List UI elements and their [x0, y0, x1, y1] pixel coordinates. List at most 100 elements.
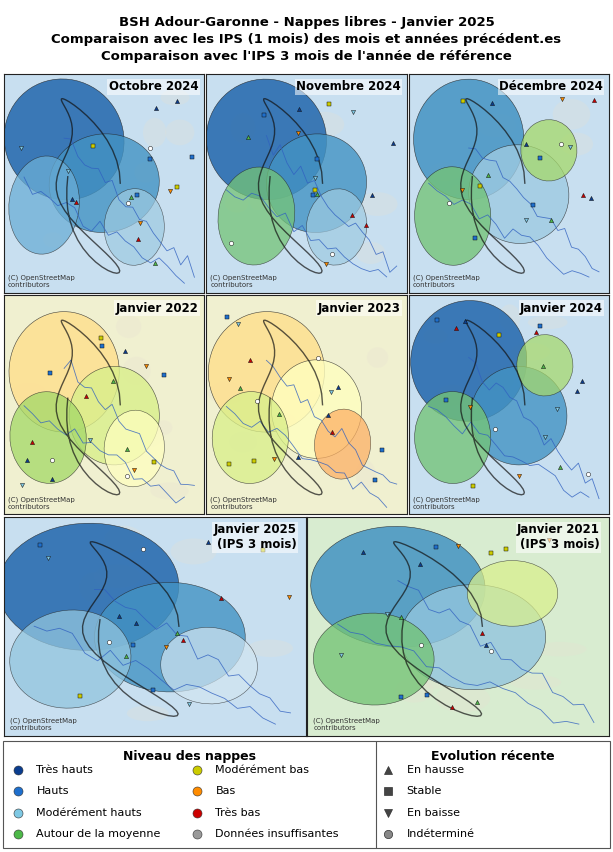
Ellipse shape: [212, 392, 289, 483]
Ellipse shape: [104, 411, 164, 486]
Text: Hauts: Hauts: [36, 786, 69, 797]
Text: (C) OpenStreetMap
contributors: (C) OpenStreetMap contributors: [413, 497, 479, 509]
Ellipse shape: [414, 79, 524, 199]
Text: Bas: Bas: [215, 786, 236, 797]
Ellipse shape: [314, 409, 371, 479]
Ellipse shape: [401, 584, 546, 690]
Ellipse shape: [476, 113, 516, 137]
Ellipse shape: [411, 301, 527, 421]
Ellipse shape: [560, 133, 593, 156]
Text: En baisse: En baisse: [406, 808, 460, 818]
Text: Janvier 2024: Janvier 2024: [520, 302, 603, 314]
Ellipse shape: [358, 193, 398, 216]
Text: En hausse: En hausse: [406, 765, 464, 775]
Ellipse shape: [208, 382, 245, 405]
Ellipse shape: [313, 613, 434, 705]
Ellipse shape: [305, 112, 345, 137]
Ellipse shape: [9, 156, 79, 254]
Ellipse shape: [467, 561, 558, 626]
Text: Modérément bas: Modérément bas: [215, 765, 310, 775]
Ellipse shape: [306, 189, 367, 265]
Ellipse shape: [45, 181, 84, 198]
Ellipse shape: [428, 162, 462, 181]
Ellipse shape: [137, 423, 164, 447]
Ellipse shape: [134, 163, 157, 182]
Ellipse shape: [104, 526, 144, 554]
Ellipse shape: [414, 167, 491, 265]
Ellipse shape: [150, 482, 189, 499]
Ellipse shape: [471, 366, 567, 465]
Text: Evolution récente: Evolution récente: [432, 750, 555, 763]
Text: Décembre 2024: Décembre 2024: [499, 80, 603, 93]
Ellipse shape: [395, 677, 433, 703]
Ellipse shape: [311, 527, 485, 648]
Ellipse shape: [9, 312, 120, 432]
Text: (C) OpenStreetMap
contributors: (C) OpenStreetMap contributors: [210, 497, 277, 509]
Ellipse shape: [517, 335, 573, 396]
Ellipse shape: [10, 392, 86, 483]
Ellipse shape: [143, 118, 166, 147]
Text: (C) OpenStreetMap
contributors: (C) OpenStreetMap contributors: [210, 275, 277, 288]
Text: Stable: Stable: [406, 786, 442, 797]
Ellipse shape: [49, 134, 159, 233]
Text: Modérément hauts: Modérément hauts: [36, 808, 142, 818]
Ellipse shape: [104, 188, 164, 265]
Text: Novembre 2024: Novembre 2024: [296, 80, 401, 93]
Ellipse shape: [356, 242, 386, 264]
Ellipse shape: [69, 366, 159, 465]
Ellipse shape: [208, 312, 324, 432]
Ellipse shape: [533, 642, 587, 657]
Text: (C) OpenStreetMap
contributors: (C) OpenStreetMap contributors: [10, 718, 77, 731]
Ellipse shape: [356, 460, 376, 489]
Ellipse shape: [43, 233, 63, 247]
Text: Autour de la moyenne: Autour de la moyenne: [36, 829, 161, 839]
Ellipse shape: [528, 315, 568, 329]
Ellipse shape: [249, 186, 265, 210]
Ellipse shape: [248, 640, 293, 657]
Ellipse shape: [94, 564, 141, 588]
Ellipse shape: [229, 432, 257, 452]
Text: (C) OpenStreetMap
contributors: (C) OpenStreetMap contributors: [8, 497, 75, 509]
Ellipse shape: [127, 705, 169, 721]
Text: Très bas: Très bas: [215, 808, 261, 818]
Ellipse shape: [414, 661, 460, 689]
Text: Niveau des nappes: Niveau des nappes: [123, 750, 256, 763]
Ellipse shape: [218, 167, 295, 265]
Ellipse shape: [510, 675, 561, 690]
Ellipse shape: [94, 583, 245, 692]
Ellipse shape: [170, 538, 216, 564]
Ellipse shape: [156, 420, 172, 435]
Text: Janvier 2022: Janvier 2022: [115, 302, 199, 314]
Ellipse shape: [4, 79, 124, 200]
Ellipse shape: [207, 79, 327, 199]
Ellipse shape: [13, 383, 45, 400]
Ellipse shape: [306, 390, 325, 413]
Ellipse shape: [122, 357, 151, 385]
Ellipse shape: [161, 89, 189, 106]
Text: Très hauts: Très hauts: [36, 765, 93, 775]
Text: Janvier 2023: Janvier 2023: [318, 302, 401, 314]
Ellipse shape: [479, 372, 514, 391]
Text: (C) OpenStreetMap
contributors: (C) OpenStreetMap contributors: [313, 718, 380, 731]
Ellipse shape: [511, 343, 550, 360]
Text: Octobre 2024: Octobre 2024: [109, 80, 199, 93]
Text: (C) OpenStreetMap
contributors: (C) OpenStreetMap contributors: [413, 275, 479, 288]
Ellipse shape: [166, 119, 194, 145]
Text: Indéterminé: Indéterminé: [406, 829, 474, 839]
Ellipse shape: [79, 573, 107, 602]
Text: (C) OpenStreetMap
contributors: (C) OpenStreetMap contributors: [8, 275, 75, 288]
Ellipse shape: [267, 412, 296, 429]
Ellipse shape: [435, 685, 490, 712]
Ellipse shape: [367, 347, 388, 368]
Ellipse shape: [161, 627, 257, 704]
Text: Janvier 2025
(IPS 3 mois): Janvier 2025 (IPS 3 mois): [213, 523, 297, 551]
Text: Données insuffisantes: Données insuffisantes: [215, 829, 339, 839]
Ellipse shape: [414, 392, 491, 484]
Text: BSH Adour-Garonne - Nappes libres - Janvier 2025
Comparaison avec les IPS (1 moi: BSH Adour-Garonne - Nappes libres - Janv…: [51, 15, 562, 63]
Ellipse shape: [0, 523, 179, 650]
Ellipse shape: [430, 169, 470, 195]
Ellipse shape: [10, 610, 131, 708]
Ellipse shape: [424, 328, 447, 344]
Ellipse shape: [267, 134, 367, 233]
Ellipse shape: [272, 360, 362, 458]
